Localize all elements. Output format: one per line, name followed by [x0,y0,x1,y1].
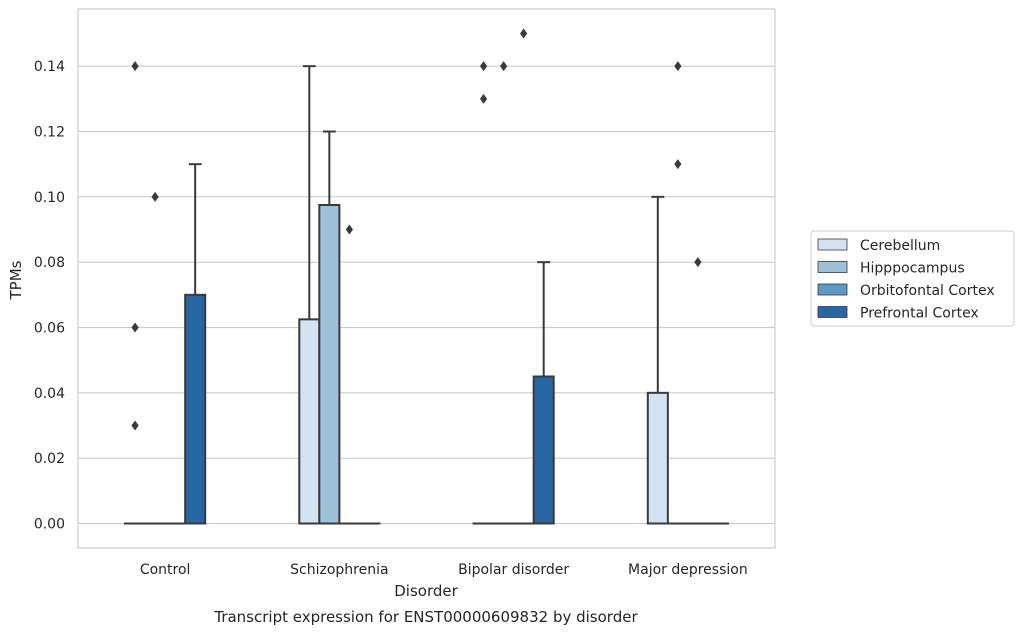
plot-area-frame [77,8,776,549]
box-2-2 [512,28,535,525]
boxes [124,28,729,525]
box-body [532,375,555,525]
outlier-point [674,61,682,72]
y-tick-label: 0.04 [34,386,65,402]
legend-label: Hipppocampus [860,261,965,277]
x-tick-label: Major depression [628,562,748,578]
box-3-2 [532,261,555,525]
box-2-3 [686,257,709,525]
legend-label: Cerebellum [860,238,940,254]
box-body [298,318,321,525]
gridlines [78,65,775,525]
x-tick-label: Control [140,562,191,578]
legend-swatch [817,306,848,318]
box-1-2 [492,61,515,525]
box-1-3 [666,61,689,525]
y-tick-label: 0.12 [34,125,65,141]
x-axis-ticks: Control Schizophrenia Bipolar disorder Majo… [140,562,748,578]
outlier-point [131,61,139,72]
outlier-point [500,61,508,72]
box-body [184,293,207,525]
outlier-point [131,420,139,431]
box-0-3 [646,195,669,525]
legend-swatch [817,283,848,296]
outlier-point [674,159,682,170]
legend-items: Cerebellum Hipppocampus Orbitofontal Corte… [817,238,995,322]
y-tick-label: 0.00 [34,517,65,533]
legend-frame [810,230,1015,327]
legend-swatch [817,238,848,251]
y-tick-label: 0.08 [34,255,65,271]
x-axis-label: Disorder [394,582,458,600]
legend-swatch [817,261,848,273]
y-tick-label: 0.10 [34,190,65,206]
box-0-0 [124,61,147,525]
outlier-point [345,224,353,235]
y-axis-ticks: 0.00 0.02 0.04 0.06 0.08 0.10 0.12 0.14 [34,59,65,532]
outlier-point [479,93,488,104]
outlier-point [694,257,702,268]
legend-label: Prefrontal Cortex [860,306,979,322]
outlier-point [520,28,528,39]
box-body [646,391,669,525]
outlier-point [131,322,139,333]
box-0-2 [472,61,495,525]
figure-caption: Transcript expression for ENST0000060983… [213,608,638,626]
x-tick-label: Schizophrenia [290,562,388,578]
y-axis-label: TPMs [7,260,25,300]
box-1-1 [318,130,341,525]
box-3-0 [184,163,207,525]
y-tick-label: 0.14 [34,59,65,75]
y-tick-label: 0.02 [34,451,65,467]
box-0-1 [298,65,321,525]
y-tick-label: 0.06 [34,321,65,337]
box-1-0 [144,191,167,525]
outlier-point [479,61,488,72]
box-body [318,204,341,525]
legend: Cerebellum Hipppocampus Orbitofontal Corte… [810,230,1015,327]
legend-label: Orbitofontal Cortex [860,283,995,299]
x-tick-label: Bipolar disorder [458,562,569,578]
box-2-1 [338,224,361,525]
outlier-point [151,191,159,202]
